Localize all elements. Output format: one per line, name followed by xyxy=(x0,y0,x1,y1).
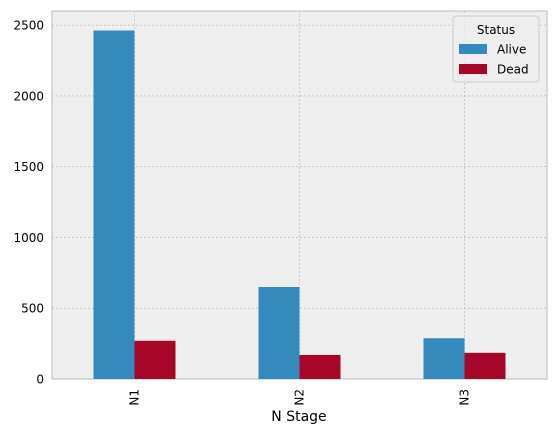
y-tick-label: 1000 xyxy=(13,231,44,245)
bar-alive-n2 xyxy=(258,287,300,379)
y-tick-label: 2500 xyxy=(13,19,44,33)
y-tick-label: 1500 xyxy=(13,160,44,174)
bar-alive-n1 xyxy=(93,30,135,379)
legend-items: Alive Dead xyxy=(459,43,529,77)
y-axis: 0 500 1000 1500 2000 2500 xyxy=(13,19,44,387)
bar-dead-n1 xyxy=(134,340,176,379)
legend: Status Alive Dead xyxy=(452,15,540,83)
y-tick-label: 0 xyxy=(36,373,44,387)
bar-dead-n3 xyxy=(464,352,506,379)
x-axis-label: N Stage xyxy=(271,409,326,425)
y-tick-label: 2000 xyxy=(13,89,44,103)
x-tick-label: N2 xyxy=(293,389,307,406)
x-tick-label: N3 xyxy=(458,389,472,406)
bars-layer xyxy=(93,30,506,379)
legend-label-dead: Dead xyxy=(497,63,529,77)
legend-swatch-alive xyxy=(459,44,487,54)
legend-title: Status xyxy=(477,23,515,37)
legend-label-alive: Alive xyxy=(497,43,526,57)
bar-dead-n2 xyxy=(299,354,341,379)
x-axis: N1 N2 N3 xyxy=(128,389,472,406)
legend-swatch-dead xyxy=(459,64,487,74)
bar-alive-n3 xyxy=(423,338,465,379)
x-tick-label: N1 xyxy=(128,389,142,406)
y-tick-label: 500 xyxy=(21,302,44,316)
